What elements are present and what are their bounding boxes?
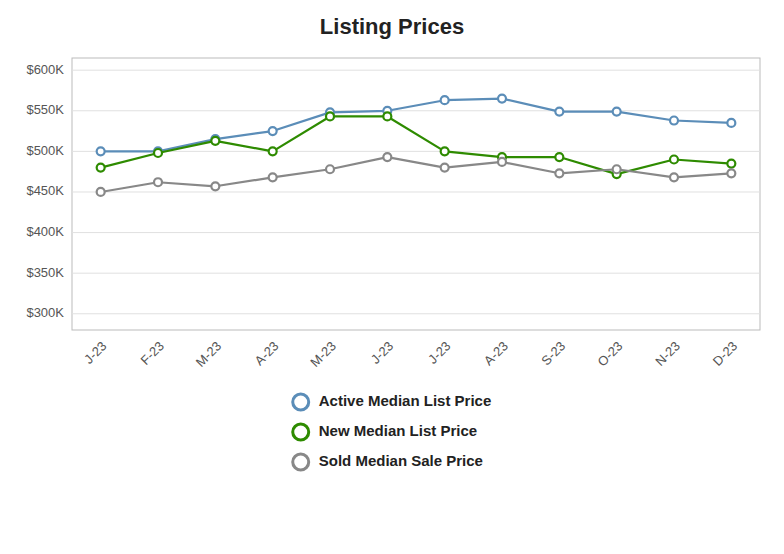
point bbox=[154, 178, 162, 186]
y-tick-label: $500K bbox=[26, 143, 64, 158]
point bbox=[670, 173, 678, 181]
line bbox=[101, 99, 732, 152]
point bbox=[383, 112, 391, 120]
point bbox=[727, 169, 735, 177]
x-tick-label: F-23 bbox=[137, 338, 167, 368]
point bbox=[97, 147, 105, 155]
point bbox=[97, 164, 105, 172]
point bbox=[727, 119, 735, 127]
x-tick-label: J-23 bbox=[368, 338, 396, 366]
grid-line bbox=[72, 110, 760, 111]
legend-label: Active Median List Price bbox=[319, 392, 492, 409]
y-tick-label: $450K bbox=[26, 183, 64, 198]
point bbox=[211, 182, 219, 190]
point bbox=[555, 169, 563, 177]
point bbox=[154, 149, 162, 157]
point bbox=[613, 165, 621, 173]
point bbox=[555, 108, 563, 116]
background bbox=[0, 0, 784, 554]
series bbox=[97, 153, 736, 196]
point bbox=[498, 158, 506, 166]
legend-label: Sold Median Sale Price bbox=[319, 452, 483, 469]
y-tick-label: $350K bbox=[26, 265, 64, 280]
x-tick-label: J-23 bbox=[425, 338, 453, 366]
point bbox=[383, 153, 391, 161]
grid-line bbox=[72, 313, 760, 314]
x-tick-label: O-23 bbox=[595, 338, 626, 369]
grid-line bbox=[72, 273, 760, 274]
point bbox=[326, 112, 334, 120]
title: Listing Prices bbox=[320, 14, 464, 39]
x-tick-labels: J-23 F-23 M-23 A-23 M-23 J-23 J-23 A-23 S-23 O-23… bbox=[81, 338, 740, 370]
x-tick-label: A-23 bbox=[252, 338, 282, 368]
point bbox=[97, 188, 105, 196]
point bbox=[498, 95, 506, 103]
plot-frame bbox=[72, 58, 760, 330]
grid-line bbox=[72, 232, 760, 233]
x-tick-label: M-23 bbox=[307, 338, 339, 370]
x-tick-label: A-23 bbox=[481, 338, 511, 368]
point bbox=[269, 147, 277, 155]
point bbox=[441, 164, 449, 172]
point bbox=[555, 153, 563, 161]
point bbox=[670, 155, 678, 163]
x-tick-label: J-23 bbox=[81, 338, 109, 366]
legend: Active Median List Price New Median List … bbox=[293, 392, 492, 470]
legend-marker bbox=[293, 424, 309, 440]
point bbox=[326, 165, 334, 173]
grid-line bbox=[72, 191, 760, 192]
x-tick-label: D-23 bbox=[710, 338, 741, 369]
data-area bbox=[97, 95, 736, 196]
x-tick-label: M-23 bbox=[193, 338, 225, 370]
chart: Listing Prices$300K$350K$400K$450K$500K$… bbox=[0, 0, 784, 554]
x-tick-label: S-23 bbox=[538, 338, 568, 368]
point bbox=[269, 127, 277, 135]
point bbox=[613, 108, 621, 116]
y-tick-label: $400K bbox=[26, 224, 64, 239]
point bbox=[441, 147, 449, 155]
line bbox=[101, 116, 732, 174]
legend-marker bbox=[293, 454, 309, 470]
y-tick-labels: $300K $350K $400K $450K $500K $550K $600K bbox=[26, 62, 64, 321]
y-tick-label: $600K bbox=[26, 62, 64, 77]
legend-label: New Median List Price bbox=[319, 422, 477, 439]
grid-line bbox=[72, 151, 760, 152]
x-tick-label: N-23 bbox=[652, 338, 683, 369]
y-tick-label: $550K bbox=[26, 102, 64, 117]
y-grid bbox=[72, 70, 760, 314]
grid-line bbox=[72, 70, 760, 71]
point bbox=[727, 160, 735, 168]
point bbox=[269, 173, 277, 181]
line bbox=[101, 157, 732, 192]
y-tick-label: $300K bbox=[26, 305, 64, 320]
series bbox=[97, 112, 736, 178]
point bbox=[670, 117, 678, 125]
point bbox=[211, 137, 219, 145]
point bbox=[441, 96, 449, 104]
legend-marker bbox=[293, 394, 309, 410]
